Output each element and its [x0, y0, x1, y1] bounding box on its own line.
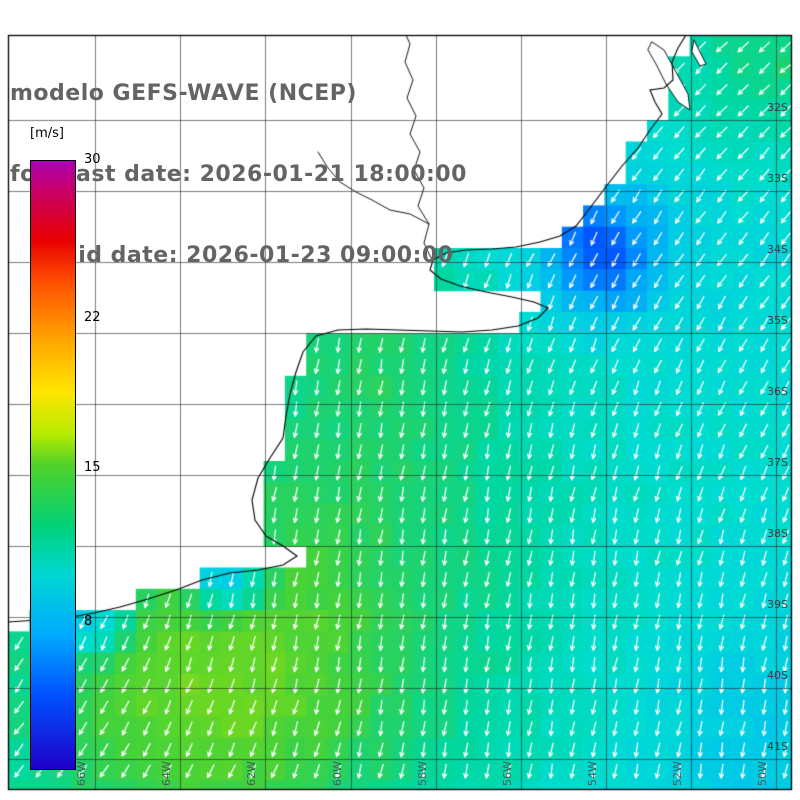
latitude-label: 32S — [767, 101, 788, 114]
colorbar: [m/s] 30 22 15 8 — [30, 126, 150, 780]
colorbar-tick: 15 — [84, 460, 101, 475]
latitude-label: 41S — [767, 740, 788, 753]
longitude-label: 64W — [160, 761, 173, 786]
latitude-label: 38S — [767, 527, 788, 540]
colorbar-tick: 30 — [84, 152, 101, 167]
latitude-label: 39S — [767, 598, 788, 611]
longitude-label: 52W — [671, 761, 684, 786]
colorbar-gradient — [30, 160, 76, 770]
colorbar-unit-label: [m/s] — [30, 126, 64, 141]
latitude-label: 36S — [767, 385, 788, 398]
latitude-label: 35S — [767, 314, 788, 327]
colorbar-tick: 8 — [84, 614, 93, 629]
longitude-label: 54W — [586, 761, 599, 786]
longitude-label: 66W — [75, 761, 88, 786]
latitude-label: 37S — [767, 456, 788, 469]
latitude-label: 40S — [767, 669, 788, 682]
longitude-label: 50W — [756, 761, 769, 786]
colorbar-tick: 22 — [84, 310, 101, 325]
longitude-label: 62W — [245, 761, 258, 786]
longitude-label: 56W — [501, 761, 514, 786]
model-title: modelo GEFS-WAVE (NCEP) — [10, 81, 357, 106]
latitude-label: 33S — [767, 172, 788, 185]
latitude-label: 34S — [767, 243, 788, 256]
longitude-label: 60W — [331, 761, 344, 786]
longitude-label: 58W — [416, 761, 429, 786]
